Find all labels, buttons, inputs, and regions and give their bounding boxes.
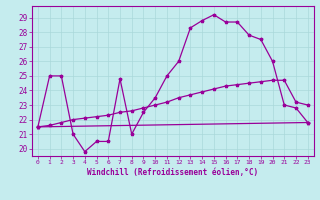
- X-axis label: Windchill (Refroidissement éolien,°C): Windchill (Refroidissement éolien,°C): [87, 168, 258, 177]
